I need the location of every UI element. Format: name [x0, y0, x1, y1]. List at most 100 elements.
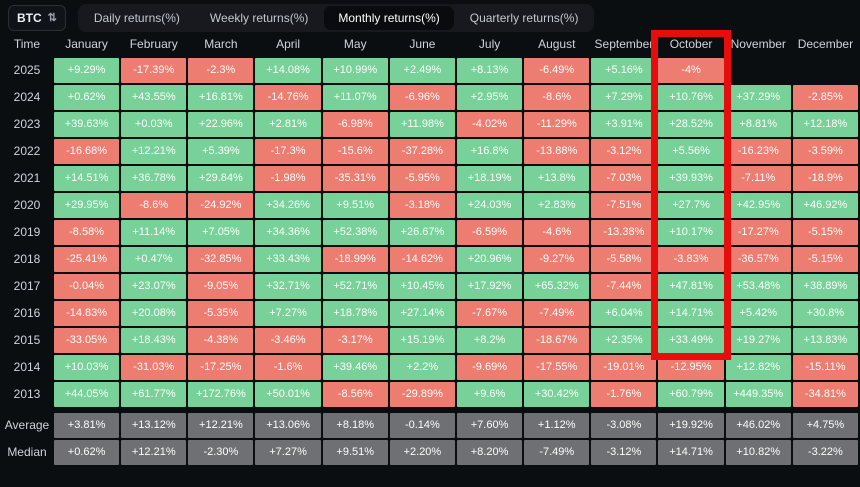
return-cell-2018-november: -36.57%: [725, 247, 791, 272]
return-cell-median-august: -7.49%: [524, 440, 590, 465]
column-header-november: November: [730, 37, 786, 51]
time-column-header: Time: [13, 37, 41, 51]
return-cell-average-december: +4.75%: [792, 413, 858, 438]
table-row-2024: 2024 +0.62% +43.55% +16.81% -14.76% +11.07% -6…: [2, 85, 858, 110]
return-cell-2023-may: -6.98%: [322, 112, 388, 137]
return-cell-2013-september: -1.76%: [591, 382, 657, 407]
return-cell-2024-december: -2.85%: [792, 85, 858, 110]
return-cell-2024-may: +11.07%: [322, 85, 388, 110]
return-cell-median-april: +7.27%: [255, 440, 321, 465]
return-cell-2017-june: +10.45%: [389, 274, 455, 299]
table-row-2016: 2016 -14.83% +20.08% -5.35% +7.27% +18.78% +27…: [2, 301, 858, 326]
return-cell-2019-october: +10.17%: [658, 220, 724, 245]
return-cell-2023-december: +12.18%: [792, 112, 858, 137]
return-cell-2021-july: +18.19%: [456, 166, 523, 191]
tab-quarterly-returns[interactable]: Quarterly returns(%): [456, 6, 593, 30]
tab-weekly-returns[interactable]: Weekly returns(%): [196, 6, 322, 30]
return-cell-2021-december: -18.9%: [792, 166, 858, 191]
return-cell-2015-january: -33.05%: [54, 328, 120, 353]
row-label: 2023: [13, 117, 41, 131]
return-cell-2013-april: +50.01%: [255, 382, 321, 407]
symbol-selector[interactable]: BTC ⇅: [8, 5, 66, 31]
return-cell-2023-january: +39.63%: [54, 112, 120, 137]
table-row-median: Median +0.62% +12.21% -2.30% +7.27% +9.51% +2.…: [2, 440, 858, 465]
tab-monthly-returns[interactable]: Monthly returns(%): [324, 6, 454, 30]
return-cell-2021-june: -5.95%: [389, 166, 455, 191]
return-cell-2022-july: +16.8%: [456, 139, 523, 164]
return-cell-2015-august: -18.67%: [524, 328, 590, 353]
return-cell-2014-july: -9.69%: [456, 355, 523, 380]
return-cell-average-may: +8.18%: [322, 413, 388, 438]
return-cell-2015-february: +18.43%: [121, 328, 187, 353]
return-cell-2020-march: -24.92%: [188, 193, 254, 218]
return-cell-median-january: +0.62%: [54, 440, 120, 465]
return-cell-2018-october: -3.83%: [658, 247, 724, 272]
return-cell-2024-july: +2.95%: [456, 85, 523, 110]
return-cell-2022-december: -3.59%: [792, 139, 858, 164]
return-cell-median-march: -2.30%: [188, 440, 254, 465]
return-cell-2025-july: +8.13%: [456, 58, 523, 83]
return-cell-2020-july: +24.03%: [456, 193, 523, 218]
return-cell-2023-july: -4.02%: [456, 112, 523, 137]
return-cell-median-february: +12.21%: [121, 440, 187, 465]
return-cell-2014-june: +2.2%: [389, 355, 455, 380]
return-cell-2024-november: +37.29%: [725, 85, 791, 110]
return-cell-2013-july: +9.6%: [456, 382, 523, 407]
return-cell-2015-september: +2.35%: [591, 328, 657, 353]
tab-daily-returns[interactable]: Daily returns(%): [80, 6, 194, 30]
table-row-2022: 2022 -16.68% +12.21% +5.39% -17.3% -15.6% -37.…: [2, 139, 858, 164]
return-cell-2017-april: +32.71%: [255, 274, 321, 299]
return-cell-2020-november: +42.95%: [725, 193, 791, 218]
return-cell-2017-november: +53.48%: [725, 274, 791, 299]
return-cell-2024-april: -14.76%: [255, 85, 321, 110]
return-cell-2016-december: +30.8%: [792, 301, 858, 326]
return-cell-2017-august: +65.32%: [524, 274, 590, 299]
return-cell-2022-march: +5.39%: [188, 139, 254, 164]
return-cell-2021-march: +29.84%: [188, 166, 254, 191]
return-cell-2014-november: +12.82%: [725, 355, 791, 380]
column-header-december: December: [797, 37, 854, 51]
return-cell-2025-february: -17.39%: [121, 58, 187, 83]
return-cell-2017-december: +38.89%: [792, 274, 858, 299]
return-cell-average-january: +3.81%: [54, 413, 120, 438]
return-cell-2019-january: -8.58%: [54, 220, 120, 245]
return-cell-2022-august: -13.88%: [524, 139, 590, 164]
return-cell-2023-august: -11.29%: [524, 112, 590, 137]
return-cell-2019-september: -13.38%: [591, 220, 657, 245]
column-header-october: October: [669, 37, 713, 51]
row-label: 2015: [13, 333, 41, 347]
tab-group: Daily returns(%) Weekly returns(%) Month…: [77, 4, 595, 32]
return-cell-average-july: +7.60%: [456, 413, 523, 438]
return-cell-2015-december: +13.83%: [792, 328, 858, 353]
return-cell-2025-august: -6.49%: [524, 58, 590, 83]
column-header-september: September: [594, 37, 654, 51]
return-cell-2015-october: +33.49%: [658, 328, 724, 353]
table-row-2017: 2017 -0.04% +23.07% -9.05% +32.71% +52.71% +10…: [2, 274, 858, 299]
return-cell-average-september: -3.08%: [591, 413, 657, 438]
return-cell-2021-february: +36.78%: [121, 166, 187, 191]
return-cell-2021-may: -35.31%: [322, 166, 388, 191]
return-cell-2014-september: -19.01%: [591, 355, 657, 380]
return-cell-2016-june: +27.14%: [389, 301, 455, 326]
row-label: 2019: [13, 225, 41, 239]
return-cell-2021-october: +39.93%: [658, 166, 724, 191]
return-cell-2025-november: [726, 58, 791, 83]
return-cell-2021-january: +14.51%: [54, 166, 120, 191]
return-cell-median-october: +14.71%: [658, 440, 724, 465]
return-cell-average-april: +13.06%: [255, 413, 321, 438]
return-cell-2013-may: -8.56%: [322, 382, 388, 407]
return-cell-2025-june: +2.49%: [389, 58, 455, 83]
column-header-march: March: [204, 37, 238, 51]
return-cell-2018-august: -9.27%: [524, 247, 590, 272]
table-header-row: Time January February March April May June July…: [2, 34, 858, 55]
return-cell-2020-february: -8.6%: [121, 193, 187, 218]
return-cell-2018-july: +20.96%: [456, 247, 523, 272]
row-label: 2025: [13, 63, 41, 77]
return-cell-2024-september: +7.29%: [591, 85, 657, 110]
return-cell-2018-january: -25.41%: [54, 247, 120, 272]
return-cell-2016-july: -7.67%: [456, 301, 523, 326]
return-cell-2018-february: +0.47%: [121, 247, 187, 272]
return-cell-2022-june: -37.28%: [389, 139, 455, 164]
return-cell-2023-october: +28.52%: [658, 112, 724, 137]
return-cell-2013-january: +44.05%: [54, 382, 120, 407]
